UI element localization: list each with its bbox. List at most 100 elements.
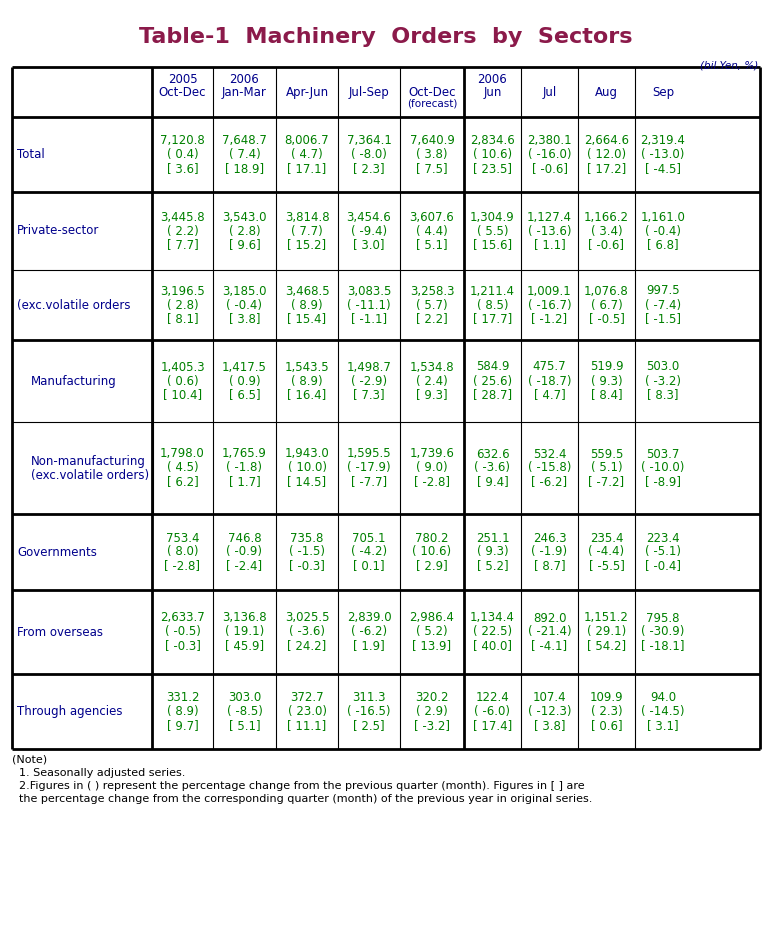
Text: ( 2.9): ( 2.9) — [416, 705, 448, 718]
Text: [ 13.9]: [ 13.9] — [413, 639, 451, 653]
Text: [ 9.4]: [ 9.4] — [477, 475, 509, 488]
Text: [ 1.1]: [ 1.1] — [533, 239, 565, 252]
Text: (exc.volatile orders): (exc.volatile orders) — [31, 469, 149, 482]
Text: [ 17.2]: [ 17.2] — [587, 162, 626, 175]
Text: [ -1.5]: [ -1.5] — [645, 313, 681, 326]
Text: [ 17.7]: [ 17.7] — [473, 313, 512, 326]
Text: ( -4.4): ( -4.4) — [588, 546, 625, 559]
Text: ( -16.5): ( -16.5) — [347, 705, 390, 718]
Text: ( -8.0): ( -8.0) — [351, 148, 387, 161]
Text: 1,798.0: 1,798.0 — [160, 448, 205, 460]
Text: 3,607.6: 3,607.6 — [410, 210, 455, 223]
Text: [ 23.5]: [ 23.5] — [473, 162, 512, 175]
Text: ( 8.9): ( 8.9) — [291, 375, 323, 388]
Text: [ -0.4]: [ -0.4] — [645, 560, 681, 573]
Text: ( 8.9): ( 8.9) — [167, 705, 199, 718]
Text: Sep: Sep — [652, 86, 674, 99]
Text: [ 45.9]: [ 45.9] — [225, 639, 264, 653]
Text: [ 14.5]: [ 14.5] — [288, 475, 326, 488]
Text: (Note): (Note) — [12, 755, 47, 765]
Text: ( 12.0): ( 12.0) — [587, 148, 626, 161]
Text: 7,648.7: 7,648.7 — [222, 134, 267, 147]
Text: [ -1.1]: [ -1.1] — [351, 313, 387, 326]
Text: 7,640.9: 7,640.9 — [410, 134, 455, 147]
Text: ( -16.0): ( -16.0) — [528, 148, 571, 161]
Text: ( 4.7): ( 4.7) — [291, 148, 323, 161]
Text: 584.9: 584.9 — [475, 361, 509, 374]
Text: 2,319.4: 2,319.4 — [641, 134, 686, 147]
Text: [ 1.9]: [ 1.9] — [353, 639, 385, 653]
Text: [ 5.1]: [ 5.1] — [229, 719, 261, 732]
Text: 1,417.5: 1,417.5 — [222, 361, 267, 374]
Text: ( 29.1): ( 29.1) — [587, 625, 626, 639]
Text: ( 2.4): ( 2.4) — [416, 375, 448, 388]
Text: 2,664.6: 2,664.6 — [584, 134, 629, 147]
Text: 892.0: 892.0 — [533, 611, 567, 624]
Text: Apr-Jun: Apr-Jun — [285, 86, 329, 99]
Text: 2005: 2005 — [168, 73, 197, 86]
Text: 2,986.4: 2,986.4 — [410, 611, 455, 624]
Text: ( 0.4): ( 0.4) — [167, 148, 199, 161]
Text: 1,534.8: 1,534.8 — [410, 361, 455, 374]
Text: ( -13.6): ( -13.6) — [528, 224, 571, 238]
Text: ( -10.0): ( -10.0) — [642, 461, 685, 474]
Text: 2006: 2006 — [230, 73, 260, 86]
Text: ( -5.1): ( -5.1) — [645, 546, 681, 559]
Text: 320.2: 320.2 — [415, 691, 449, 704]
Text: 2006: 2006 — [478, 73, 507, 86]
Text: [ 15.4]: [ 15.4] — [288, 313, 326, 326]
Text: 3,445.8: 3,445.8 — [160, 210, 205, 223]
Text: [ -0.5]: [ -0.5] — [588, 313, 625, 326]
Text: 311.3: 311.3 — [352, 691, 386, 704]
Text: ( -15.8): ( -15.8) — [528, 461, 571, 474]
Text: Table-1  Machinery  Orders  by  Sectors: Table-1 Machinery Orders by Sectors — [139, 27, 633, 47]
Text: 1,498.7: 1,498.7 — [346, 361, 391, 374]
Text: [ 40.0]: [ 40.0] — [473, 639, 512, 653]
Text: 235.4: 235.4 — [590, 531, 623, 545]
Text: ( 19.1): ( 19.1) — [225, 625, 264, 639]
Text: ( 5.7): ( 5.7) — [416, 299, 448, 312]
Text: [ -0.6]: [ -0.6] — [588, 239, 625, 252]
Text: Non-manufacturing: Non-manufacturing — [31, 454, 146, 468]
Text: ( 2.8): ( 2.8) — [167, 299, 199, 312]
Text: [ 3.8]: [ 3.8] — [229, 313, 261, 326]
Text: 2,834.6: 2,834.6 — [470, 134, 515, 147]
Text: [ -0.6]: [ -0.6] — [532, 162, 567, 175]
Text: [ -4.1]: [ -4.1] — [532, 639, 567, 653]
Text: 475.7: 475.7 — [533, 361, 567, 374]
Text: the percentage change from the corresponding quarter (month) of the previous yea: the percentage change from the correspon… — [12, 794, 592, 804]
Text: (bil.Yen, %): (bil.Yen, %) — [700, 61, 758, 71]
Text: ( 2.8): ( 2.8) — [229, 224, 261, 238]
Text: 3,468.5: 3,468.5 — [284, 285, 329, 298]
Text: 3,185.0: 3,185.0 — [223, 285, 267, 298]
Text: 1,543.5: 1,543.5 — [284, 361, 329, 374]
Text: ( -21.4): ( -21.4) — [528, 625, 571, 639]
Text: ( -3.2): ( -3.2) — [645, 375, 681, 388]
Text: 632.6: 632.6 — [475, 448, 509, 460]
Text: Total: Total — [17, 148, 45, 161]
Text: Jun: Jun — [483, 86, 502, 99]
Text: 1,076.8: 1,076.8 — [584, 285, 629, 298]
Text: [ -1.2]: [ -1.2] — [532, 313, 567, 326]
Text: [ 8.7]: [ 8.7] — [533, 560, 565, 573]
Text: ( 22.5): ( 22.5) — [473, 625, 512, 639]
Text: ( 9.0): ( 9.0) — [416, 461, 448, 474]
Text: [ -0.3]: [ -0.3] — [289, 560, 325, 573]
Text: 94.0: 94.0 — [650, 691, 676, 704]
Text: [ 17.1]: [ 17.1] — [288, 162, 327, 175]
Text: ( 5.2): ( 5.2) — [416, 625, 448, 639]
Text: ( 5.1): ( 5.1) — [591, 461, 622, 474]
Text: ( 3.8): ( 3.8) — [416, 148, 448, 161]
Text: [ 0.1]: [ 0.1] — [353, 560, 385, 573]
Text: ( 9.3): ( 9.3) — [591, 375, 622, 388]
Text: [ 2.9]: [ 2.9] — [416, 560, 448, 573]
Text: ( -2.9): ( -2.9) — [351, 375, 387, 388]
Text: ( -7.4): ( -7.4) — [645, 299, 681, 312]
Text: [ 7.7]: [ 7.7] — [167, 239, 199, 252]
Text: [ -7.2]: [ -7.2] — [588, 475, 625, 488]
Text: 3,025.5: 3,025.5 — [284, 611, 329, 624]
Text: 780.2: 780.2 — [415, 531, 449, 545]
Text: Manufacturing: Manufacturing — [31, 375, 117, 388]
Text: [ -5.5]: [ -5.5] — [588, 560, 625, 573]
Text: ( 0.9): ( 0.9) — [229, 375, 261, 388]
